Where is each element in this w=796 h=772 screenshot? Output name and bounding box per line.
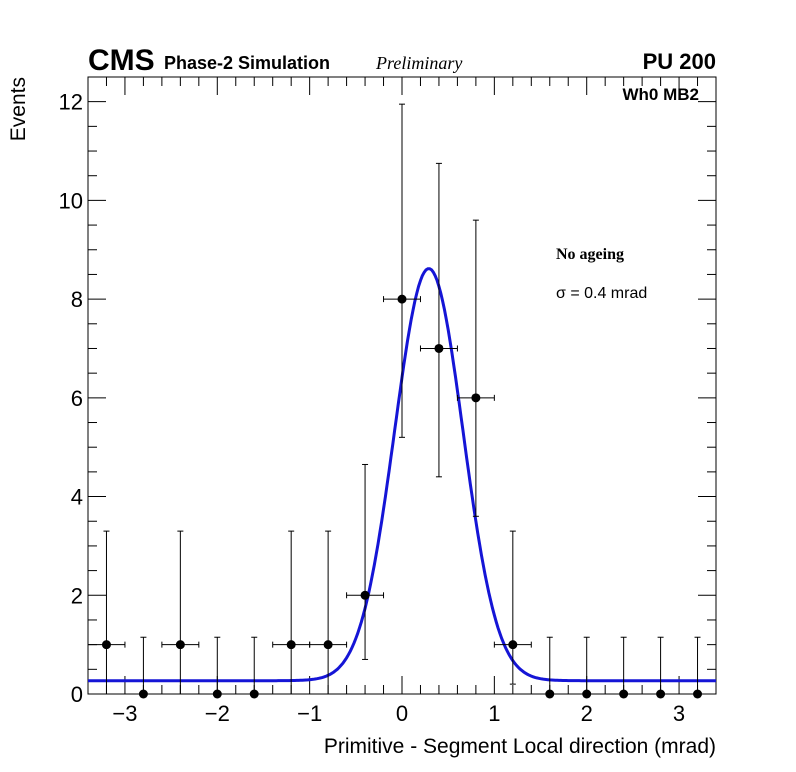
data-point — [582, 689, 592, 699]
data-point-group — [456, 219, 495, 517]
data-point-group — [582, 636, 592, 699]
y-tick-label: 8 — [71, 287, 83, 312]
y-tick-label: 2 — [71, 583, 83, 608]
x-tick-label: 3 — [673, 701, 685, 726]
x-tick-label: −1 — [297, 701, 322, 726]
data-point-group — [383, 103, 421, 438]
data-point-group — [656, 636, 666, 699]
data-points-layer — [87, 103, 703, 699]
data-point — [397, 294, 407, 304]
x-tick-label: 1 — [488, 701, 500, 726]
x-tick-label: 0 — [396, 701, 408, 726]
y-tick-label: 4 — [71, 485, 83, 510]
data-point — [471, 393, 481, 403]
data-point-group — [419, 162, 458, 478]
sigma-annotation: σ = 0.4 mrad — [556, 285, 647, 302]
data-point — [138, 689, 148, 699]
y-axis-title: Events — [7, 77, 30, 141]
data-point-group — [309, 530, 348, 695]
data-point — [508, 640, 518, 650]
x-tick-label: −3 — [112, 701, 137, 726]
data-point — [175, 640, 185, 650]
x-axis-title: Primitive - Segment Local direction (mra… — [324, 735, 716, 758]
data-point-group — [249, 636, 259, 699]
data-point — [619, 689, 629, 699]
preliminary-label: Preliminary — [375, 53, 462, 73]
x-tick-label: 2 — [581, 701, 593, 726]
data-point-group — [693, 636, 703, 699]
pileup-label: PU 200 — [643, 49, 716, 74]
y-tick-label: 0 — [71, 682, 83, 707]
simulation-label: Phase-2 Simulation — [164, 53, 330, 73]
data-point — [360, 590, 370, 600]
data-point-group — [493, 530, 532, 685]
data-point — [212, 689, 222, 699]
data-point-group — [619, 636, 629, 699]
data-point — [101, 640, 111, 650]
experiment-label: CMS — [88, 44, 155, 77]
y-tick-label: 12 — [59, 90, 83, 115]
data-point — [545, 689, 555, 699]
data-point — [249, 689, 259, 699]
data-point-group — [272, 530, 311, 695]
condition-annotation: No ageing — [556, 246, 624, 263]
data-point-group — [212, 636, 222, 699]
data-point-group — [346, 463, 385, 660]
data-point-group — [545, 636, 555, 699]
data-point-group — [138, 636, 148, 699]
x-tick-label: −2 — [205, 701, 230, 726]
data-point — [286, 640, 296, 650]
data-point — [434, 343, 444, 353]
y-tick-label: 10 — [59, 188, 83, 213]
station-label: Wh0 MB2 — [623, 85, 700, 104]
data-point-group — [161, 530, 200, 695]
y-tick-label: 6 — [71, 386, 83, 411]
data-point-group — [87, 530, 126, 695]
data-point — [323, 640, 333, 650]
data-point — [656, 689, 666, 699]
data-point — [693, 689, 703, 699]
